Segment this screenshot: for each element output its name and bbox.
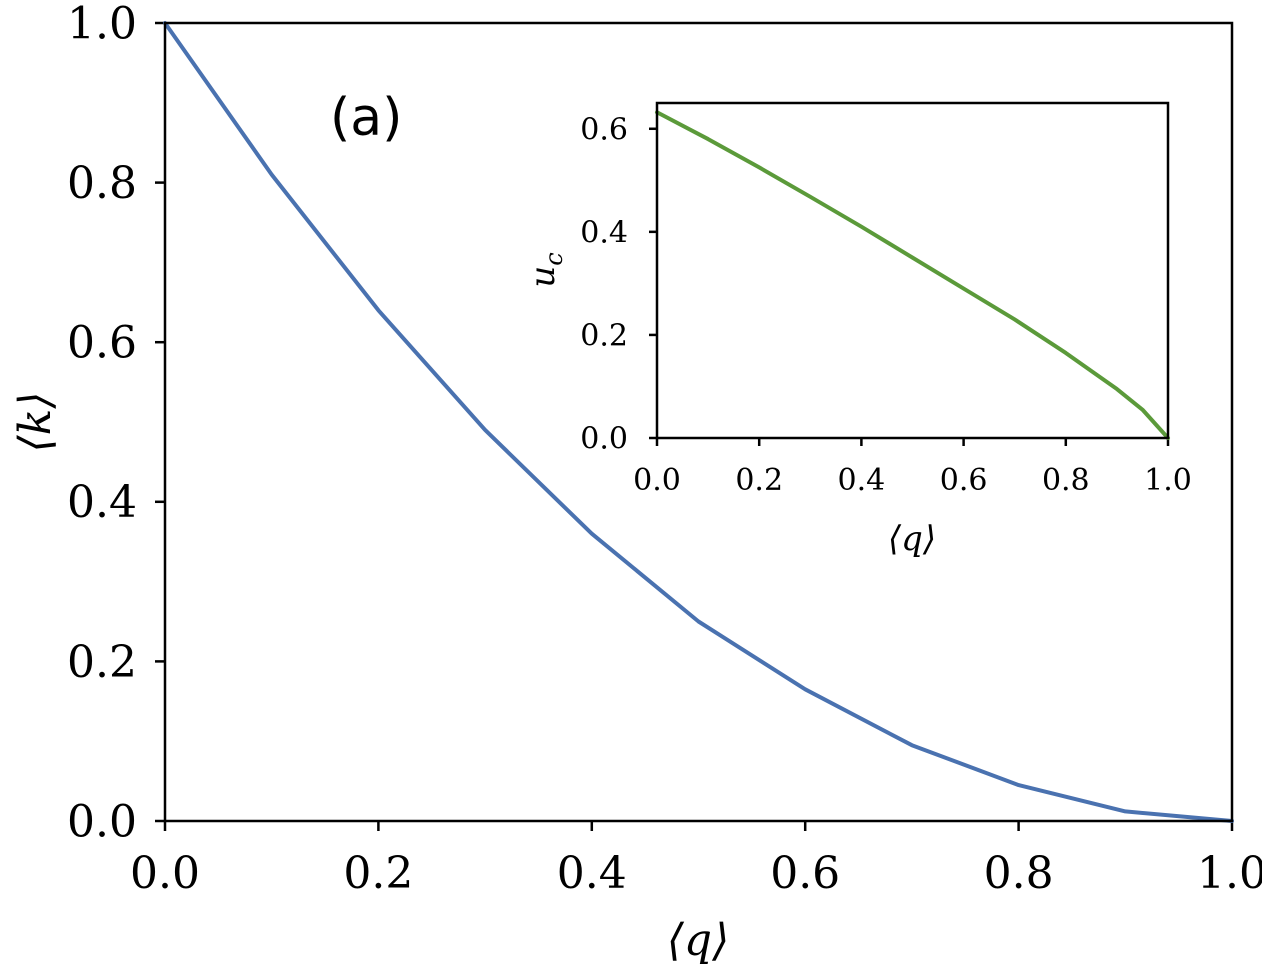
main-x-axis-label: ⟨q⟩: [667, 915, 730, 966]
inset-plot-frame: [655, 101, 1170, 440]
inset-x-tick-label: 0.4: [838, 463, 886, 498]
inset-y-tick-label: 0.6: [580, 112, 628, 147]
inset-y-tick-labels: 0.0 0.2 0.4 0.6: [580, 112, 628, 456]
main-x-tick-label: 0.0: [130, 848, 200, 899]
main-y-tick-label: 0.2: [67, 637, 137, 688]
inset-series-line: [655, 110, 1170, 440]
panel-label: (a): [330, 88, 402, 148]
main-y-tick-label: 1.0: [67, 0, 137, 49]
main-y-tick-label: 0.8: [67, 158, 137, 209]
main-x-tick-label: 1.0: [1197, 848, 1262, 899]
inset-x-tick-label: 0.8: [1042, 463, 1090, 498]
main-x-tick-label: 0.4: [557, 848, 627, 899]
main-y-tick-label: 0.0: [67, 796, 137, 847]
inset-x-tick-labels: 0.0 0.2 0.4 0.6 0.8 1.0: [633, 463, 1192, 498]
inset-y-tick-label: 0.4: [580, 215, 628, 250]
inset-y-tick-label: 0.2: [580, 318, 628, 353]
main-x-tick-label: 0.2: [343, 848, 413, 899]
inset-x-tick-label: 0.2: [735, 463, 783, 498]
main-series-line: [163, 21, 1234, 823]
main-x-tick-label: 0.6: [770, 848, 840, 899]
inset-x-tick-label: 0.6: [940, 463, 988, 498]
main-x-tick-labels: 0.0 0.2 0.4 0.6 0.8 1.0: [130, 848, 1262, 899]
inset-ticks: [649, 127, 1170, 446]
inset-x-tick-label: 0.0: [633, 463, 681, 498]
inset-y-tick-label: 0.0: [580, 422, 628, 457]
inset-x-axis-label: ⟨q⟩: [888, 519, 936, 559]
inset-y-axis-label-subscript: c: [540, 252, 568, 265]
inset-y-axis-label: uc: [523, 252, 568, 287]
main-plot-frame: [163, 21, 1234, 823]
main-y-tick-labels: 0.0 0.2 0.4 0.6 0.8 1.0: [67, 0, 137, 847]
main-y-tick-label: 0.6: [67, 318, 137, 369]
main-y-axis-label: ⟨k⟩: [10, 392, 61, 453]
inset-x-tick-label: 1.0: [1144, 463, 1192, 498]
main-y-tick-label: 0.4: [67, 477, 137, 528]
main-x-tick-label: 0.8: [984, 848, 1054, 899]
